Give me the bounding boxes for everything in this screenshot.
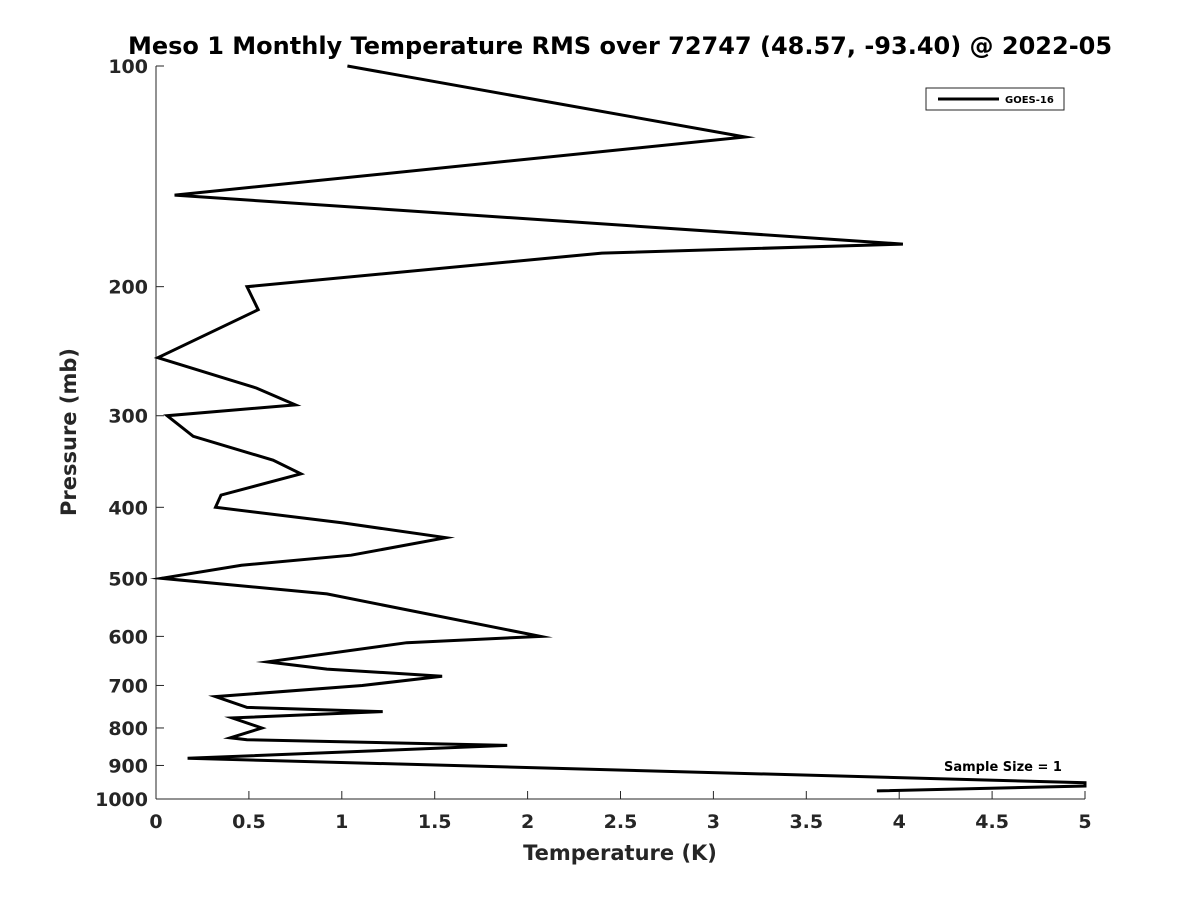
x-tick-label: 3 xyxy=(707,811,720,833)
series-group xyxy=(149,64,1087,793)
y-tick-label: 800 xyxy=(108,718,148,740)
x-tick-label: 4.5 xyxy=(975,811,1009,833)
y-tick-label: 900 xyxy=(108,755,148,777)
x-tick-label: 2 xyxy=(521,811,534,833)
x-tick-label: 1 xyxy=(335,811,348,833)
x-axis-label: Temperature (K) xyxy=(523,841,717,865)
sample-size-annotation: Sample Size = 1 xyxy=(944,760,1062,775)
x-tick-label: 4 xyxy=(893,811,906,833)
x-tick-label: 0 xyxy=(149,811,162,833)
y-tick-label: 100 xyxy=(108,56,148,78)
y-ticks: 100 200 300 400 500 600 700 800 900 1000 xyxy=(95,56,164,811)
y-tick-label: 400 xyxy=(108,497,148,519)
legend-label-goes-16: GOES-16 xyxy=(1005,95,1054,106)
x-tick-label: 1.5 xyxy=(418,811,452,833)
series-line-goes-16 xyxy=(149,64,1087,793)
x-ticks: 0 0.5 1 1.5 2 2.5 3 3.5 4 4.5 5 xyxy=(149,791,1092,833)
y-axis-label: Pressure (mb) xyxy=(57,348,81,516)
x-tick-label: 2.5 xyxy=(604,811,638,833)
x-tick-label: 0.5 xyxy=(232,811,266,833)
legend: GOES-16 xyxy=(925,87,1065,111)
y-tick-label: 1000 xyxy=(95,789,148,811)
y-tick-label: 300 xyxy=(108,406,148,428)
chart-title: Meso 1 Monthly Temperature RMS over 7274… xyxy=(128,32,1112,60)
x-tick-label: 3.5 xyxy=(789,811,823,833)
y-tick-label: 600 xyxy=(108,626,148,648)
y-tick-label: 500 xyxy=(108,568,148,590)
y-tick-label: 700 xyxy=(108,675,148,697)
x-tick-label: 5 xyxy=(1078,811,1091,833)
y-tick-label: 200 xyxy=(108,277,148,299)
